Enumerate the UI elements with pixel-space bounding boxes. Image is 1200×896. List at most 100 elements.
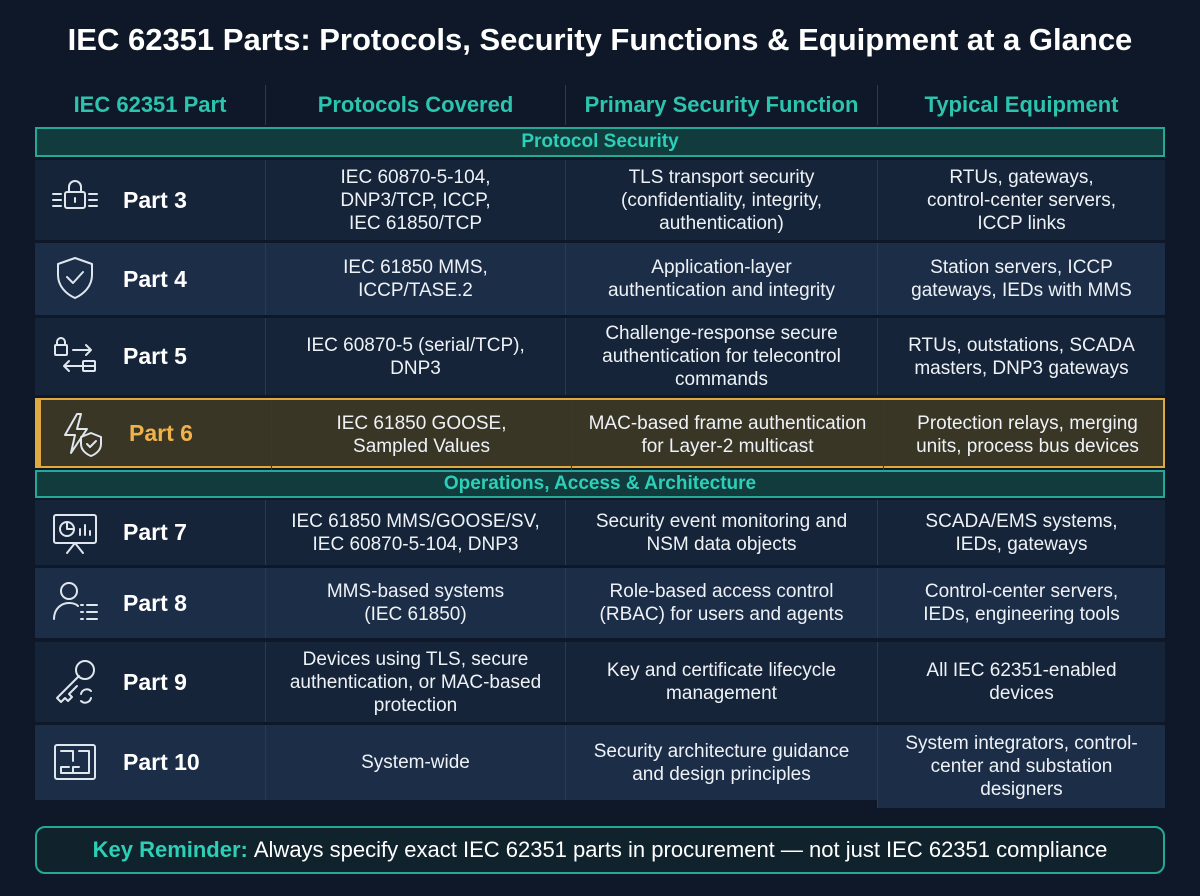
part-label: Part 8: [123, 589, 187, 616]
function-cell: Challenge-response secure authentication …: [565, 318, 877, 395]
key-reminder: Key Reminder: Always specify exact IEC 6…: [35, 826, 1165, 874]
equipment-cell: SCADA/EMS systems, IEDs, gateways: [877, 500, 1165, 565]
part-cell: Part 3: [35, 160, 265, 240]
cell-line: MMS-based systems: [326, 581, 505, 602]
cell-line: for Layer-2 multicast: [641, 436, 814, 457]
cell-line: DNP3/TCP, ICCP,: [340, 189, 491, 211]
function-cell: TLS transport security (confidentiality, …: [565, 160, 877, 240]
equipment-cell: Station servers, ICCP gateways, IEDs with…: [877, 243, 1165, 315]
cell-line: ICCP/TASE.2: [358, 280, 473, 301]
cell-line: ICCP links: [977, 212, 1066, 234]
part-cell: Part 10: [35, 725, 265, 800]
cell-line: Role-based access control: [609, 581, 834, 602]
cell-line: units, process bus devices: [916, 436, 1139, 457]
cell-line: System-wide: [361, 752, 470, 773]
table-row: Part 4 IEC 61850 MMS, ICCP/TASE.2 Applicati…: [35, 243, 1165, 315]
function-cell: Security event monitoring and NSM data ob…: [565, 500, 877, 565]
column-header: Typical Equipment: [877, 85, 1165, 125]
part-icon: [52, 180, 98, 209]
function-cell: Key and certificate lifecycle management: [565, 642, 877, 722]
cell-line: Challenge-response secure: [605, 323, 838, 344]
cell-line: gateways, IEDs with MMS: [911, 280, 1132, 301]
cell-line: RTUs, outstations, SCADA: [908, 334, 1135, 356]
cell-line: center and substation: [930, 756, 1113, 777]
part-icon: [54, 336, 96, 372]
section-header: Operations, Access & Architecture: [35, 470, 1165, 498]
protocols-cell: IEC 61850 GOOSE, Sampled Values: [271, 400, 571, 470]
protocols-cell: IEC 61850 MMS, ICCP/TASE.2: [265, 243, 565, 315]
cell-line: Protection relays, merging: [917, 413, 1138, 434]
cell-line: devices: [989, 683, 1054, 704]
function-cell: Security architecture guidance and design…: [565, 725, 877, 800]
part-cell: Part 8: [35, 568, 265, 638]
part-cell: Part 9: [35, 642, 265, 722]
cell-line: System integrators, control-: [905, 733, 1138, 754]
reminder-text: Always specify exact IEC 62351 parts in …: [253, 837, 1108, 862]
table-row: Part 10 System-wide Security architecture …: [35, 725, 1165, 808]
protocols-cell: MMS-based systems (IEC 61850): [265, 568, 565, 638]
cell-line: Control-center servers,: [924, 581, 1119, 602]
part-label: Part 3: [123, 186, 187, 213]
cell-line: IEDs, engineering tools: [923, 604, 1120, 625]
cell-line: TLS transport security: [628, 166, 815, 188]
cell-line: MAC-based frame authentication: [588, 413, 867, 434]
part-label: Part 6: [129, 419, 193, 446]
cell-line: DNP3: [390, 357, 441, 379]
part-icon: [57, 257, 93, 299]
equipment-cell: RTUs, outstations, SCADA masters, DNP3 ga…: [877, 318, 1165, 395]
function-cell: Application-layer authentication and inte…: [565, 243, 877, 315]
part-icon: [54, 743, 96, 780]
part-cell: Part 5: [35, 318, 265, 395]
cell-line: IEC 61850/TCP: [348, 212, 483, 234]
cell-line: commands: [675, 369, 768, 390]
equipment-cell: RTUs, gateways, control-center servers, IC…: [877, 160, 1165, 240]
cell-line: IEC 61850 GOOSE,: [336, 413, 507, 434]
table-row: Part 5 IEC 60870-5 (serial/TCP), DNP3 Chall…: [35, 318, 1165, 395]
cell-line: IEC 60870-5-104, DNP3: [312, 533, 519, 555]
equipment-cell: All IEC 62351-enabled devices: [877, 642, 1165, 722]
table-row: Part 9 Devices using TLS, secure authentic…: [35, 642, 1165, 722]
part-icon: [56, 660, 95, 704]
cell-line: management: [666, 683, 777, 704]
cell-line: NSM data objects: [646, 533, 797, 555]
cell-line: Devices using TLS, secure: [302, 648, 529, 670]
cell-line: (confidentiality, integrity,: [621, 189, 822, 211]
cell-line: IEC 60870-5 (serial/TCP),: [306, 334, 525, 356]
part-cell: Part 4: [35, 243, 265, 315]
column-header: IEC 62351 Part: [73, 92, 227, 117]
table-row: Part 6 IEC 61850 GOOSE, Sampled Values MAC-…: [35, 398, 1165, 470]
cell-line: IEC 60870-5-104,: [340, 166, 491, 188]
part-cell: Part 7: [35, 500, 265, 565]
cell-line: masters, DNP3 gateways: [914, 357, 1129, 379]
part-label: Part 10: [123, 749, 200, 775]
function-cell: Role-based access control (RBAC) for user…: [565, 568, 877, 638]
cell-line: control-center servers,: [926, 189, 1116, 211]
cell-line: Application-layer: [651, 257, 792, 278]
cell-line: authentication, or MAC-based: [289, 671, 542, 693]
cell-line: Station servers, ICCP: [930, 257, 1113, 278]
part-icon: [64, 413, 102, 457]
protocols-cell: System-wide: [265, 725, 565, 800]
protocols-cell: IEC 60870-5-104, DNP3/TCP, ICCP, IEC 61850…: [265, 160, 565, 240]
cell-line: (RBAC) for users and agents: [599, 604, 844, 625]
part-label: Part 4: [123, 265, 187, 292]
part-icon: [53, 513, 97, 554]
cell-line: IEDs, gateways: [955, 533, 1088, 555]
cell-line: protection: [373, 694, 458, 716]
cell-line: authentication and integrity: [607, 280, 836, 301]
table-row: Part 7 IEC 61850 MMS/GOOSE/SV, IEC 60870-5…: [35, 500, 1165, 565]
cell-line: IEC 61850 MMS,: [343, 257, 488, 278]
part-label: Part 9: [123, 668, 187, 695]
part-label: Part 5: [123, 343, 187, 369]
cell-line: Key and certificate lifecycle: [606, 660, 837, 681]
cell-line: Sampled Values: [353, 436, 490, 457]
cell-line: authentication): [659, 212, 784, 234]
column-header: Primary Security Function: [565, 85, 877, 125]
equipment-cell: System integrators, control-center and s…: [877, 725, 1165, 808]
protocols-cell: IEC 61850 MMS/GOOSE/SV, IEC 60870-5-104, …: [265, 500, 565, 565]
function-cell: MAC-based frame authentication for Layer-…: [571, 400, 883, 470]
table-row: Part 8 MMS-based systems (IEC 61850) Role-b…: [35, 568, 1165, 638]
cell-line: (IEC 61850): [364, 604, 467, 625]
cell-line: SCADA/EMS systems,: [925, 510, 1118, 532]
